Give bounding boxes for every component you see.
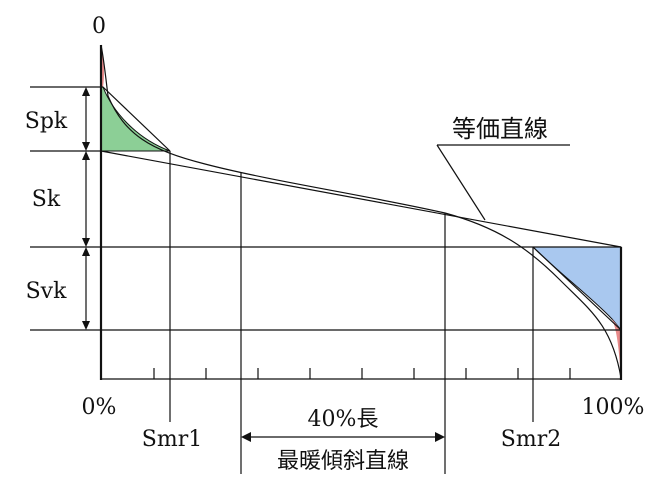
bearing-area-curve — [101, 45, 621, 378]
svk-arrow — [82, 247, 90, 330]
x-start-label: 0% — [82, 395, 117, 420]
svk-label: Svk — [26, 279, 68, 304]
sk-arrow — [82, 151, 90, 247]
equivalent-line-label: 等価直線 — [452, 115, 548, 143]
spk-label: Spk — [25, 109, 68, 134]
baseline-ticks — [154, 368, 570, 379]
span-length-label: 40%長 — [308, 407, 379, 432]
span-length-arrow — [241, 432, 445, 442]
top-zero-label: 0 — [92, 14, 106, 39]
gentlest-slope-line-label: 最暖傾斜直線 — [277, 449, 409, 474]
equivalent-line-leader — [437, 145, 485, 220]
sk-label: Sk — [32, 187, 61, 212]
spk-arrow — [82, 87, 90, 151]
equivalent-straight-line — [101, 151, 621, 247]
x-end-label: 100% — [582, 395, 645, 420]
smr1-label: Smr1 — [142, 427, 202, 452]
smr2-label: Smr2 — [501, 427, 561, 452]
